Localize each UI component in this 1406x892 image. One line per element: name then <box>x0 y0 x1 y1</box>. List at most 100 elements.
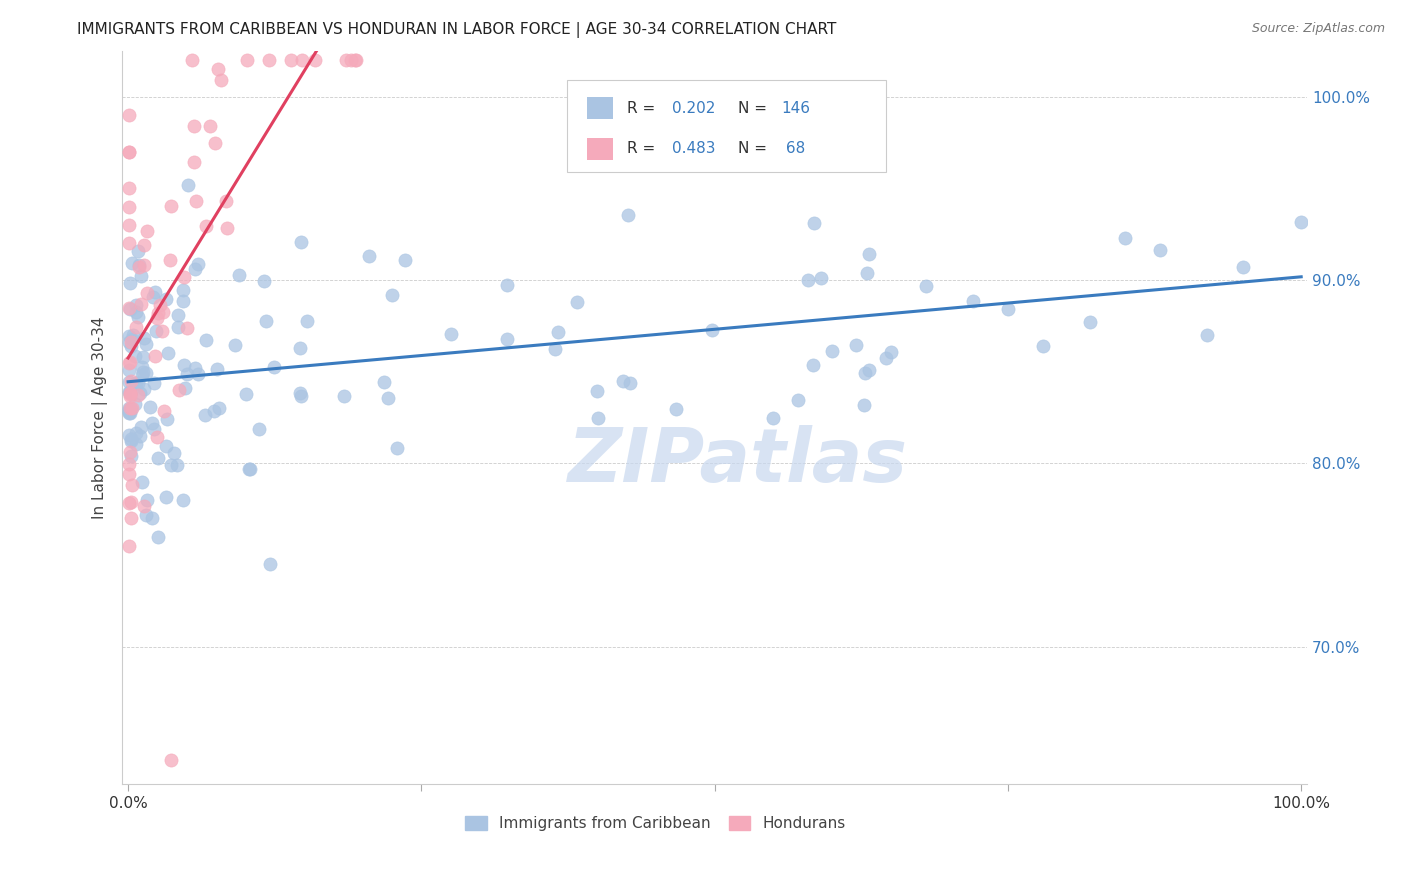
Point <box>160 199 183 213</box>
Point <box>132 499 155 513</box>
Point <box>141 511 163 525</box>
Point <box>121 332 143 346</box>
Point <box>335 53 357 67</box>
Point <box>149 298 172 312</box>
Point <box>120 494 142 508</box>
Point <box>127 376 149 390</box>
Point <box>118 406 141 420</box>
Point <box>665 402 688 417</box>
Point <box>120 389 142 403</box>
Point <box>136 224 159 238</box>
Point <box>118 405 141 419</box>
Text: ZIPatlas: ZIPatlas <box>568 425 908 498</box>
Point <box>845 337 868 351</box>
Point <box>187 368 209 382</box>
Point <box>205 362 228 376</box>
Point <box>145 324 167 338</box>
Point <box>120 434 142 448</box>
Point <box>290 235 312 249</box>
Point <box>134 331 156 345</box>
Point <box>125 376 148 391</box>
Point <box>172 283 194 297</box>
Point <box>118 145 141 159</box>
Point <box>1032 339 1054 353</box>
Point <box>156 412 179 426</box>
Point <box>257 53 280 67</box>
Point <box>700 323 723 337</box>
Point <box>118 355 141 369</box>
Point <box>254 314 277 328</box>
Point <box>263 359 285 374</box>
Point <box>120 401 142 416</box>
Point <box>159 753 181 767</box>
Point <box>118 467 141 482</box>
Point <box>198 119 221 133</box>
Point <box>204 404 226 418</box>
Point <box>236 53 259 67</box>
Point <box>1197 328 1219 343</box>
Point <box>797 273 820 287</box>
Point <box>253 275 276 289</box>
Point <box>139 400 162 414</box>
Point <box>120 355 142 369</box>
Point <box>224 338 246 352</box>
Point <box>547 325 569 339</box>
Point <box>131 475 153 490</box>
Point <box>120 339 142 353</box>
Point <box>143 350 166 364</box>
Point <box>183 119 205 133</box>
Point <box>148 530 170 544</box>
Point <box>135 337 157 351</box>
Point <box>155 439 177 453</box>
Point <box>118 200 141 214</box>
Point <box>174 381 197 395</box>
Point <box>381 287 404 301</box>
Point <box>496 332 519 346</box>
Point <box>1114 231 1136 245</box>
Point <box>128 260 150 275</box>
Point <box>118 403 141 417</box>
Point <box>118 181 141 195</box>
Point <box>172 293 194 308</box>
Point <box>184 194 207 208</box>
Point <box>875 351 897 365</box>
Point <box>215 194 238 209</box>
Point <box>152 403 174 417</box>
Point <box>118 362 141 376</box>
Point <box>173 270 195 285</box>
Point <box>118 302 141 317</box>
Point <box>141 416 163 430</box>
Point <box>801 358 824 372</box>
Text: 0.202: 0.202 <box>672 101 716 116</box>
FancyBboxPatch shape <box>586 97 613 120</box>
Point <box>146 450 169 465</box>
Point <box>120 401 142 416</box>
Point <box>121 256 143 270</box>
Point <box>344 53 367 67</box>
Point <box>150 324 173 338</box>
Point <box>394 253 416 268</box>
Point <box>120 433 142 447</box>
Point <box>207 62 229 76</box>
Point <box>495 278 517 293</box>
Point <box>132 258 155 272</box>
Point <box>858 363 880 377</box>
Point <box>204 136 226 150</box>
Point <box>181 53 204 67</box>
Point <box>135 508 157 522</box>
Point <box>125 320 148 334</box>
Point <box>238 462 260 476</box>
Point <box>155 292 177 306</box>
Point <box>152 305 174 319</box>
Point <box>377 392 399 406</box>
Point <box>235 387 257 401</box>
Point <box>120 374 142 388</box>
Point <box>125 426 148 441</box>
Point <box>879 344 901 359</box>
Point <box>1289 214 1312 228</box>
Point <box>148 306 170 320</box>
Point <box>127 244 149 259</box>
Point <box>787 393 810 408</box>
Point <box>127 310 149 325</box>
Point <box>187 257 209 271</box>
